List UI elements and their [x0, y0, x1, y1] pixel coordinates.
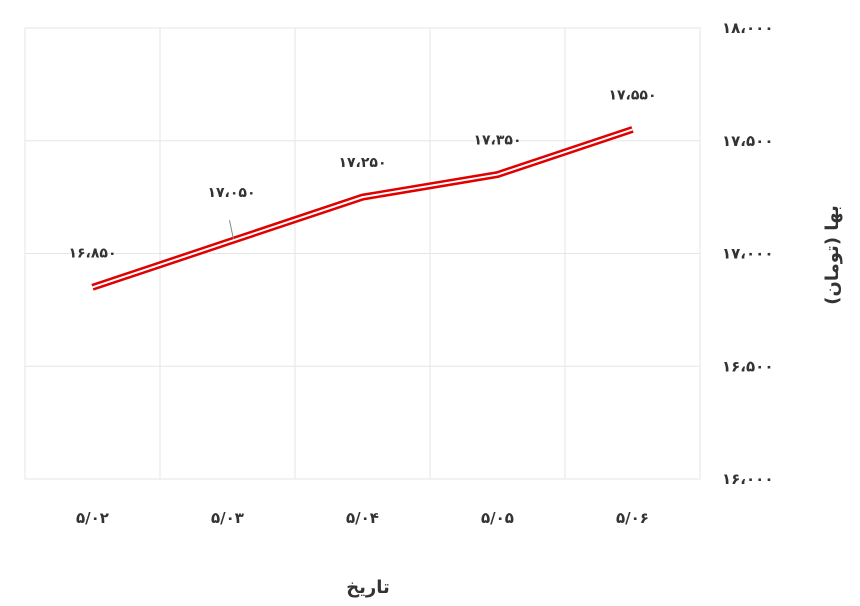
- series-layer: [91, 126, 634, 291]
- data-label: ۱۷،۲۵۰: [338, 155, 386, 171]
- y-tick-label: ۱۶،۰۰۰: [722, 470, 773, 488]
- data-labels: ۱۶،۸۵۰ ۱۷،۰۵۰ ۱۷،۲۵۰ ۱۷،۳۵۰ ۱۷،۵۵۰: [68, 87, 656, 261]
- series-line-highlight: [92, 128, 633, 289]
- y-tick-label: ۱۷،۵۰۰: [722, 132, 773, 150]
- x-tick-label: ۵/۰۶: [616, 509, 649, 527]
- x-tick-label: ۵/۰۳: [211, 509, 244, 527]
- data-label-leader: [229, 220, 234, 240]
- x-tick-label: ۵/۰۵: [481, 509, 514, 527]
- y-tick-label: ۱۸،۰۰۰: [722, 19, 773, 37]
- data-label: ۱۷،۵۵۰: [608, 87, 656, 103]
- y-tick-label: ۱۶،۵۰۰: [722, 357, 773, 375]
- y-tick-label: ۱۷،۰۰۰: [722, 245, 773, 263]
- x-tick-label: ۵/۰۲: [76, 509, 109, 527]
- x-axis-title: تاریخ: [346, 577, 390, 598]
- data-label: ۱۷،۰۵۰: [207, 185, 255, 201]
- x-tick-label: ۵/۰۴: [346, 509, 379, 527]
- data-label: ۱۷،۳۵۰: [473, 133, 521, 149]
- data-label: ۱۶،۸۵۰: [68, 245, 116, 261]
- y-axis-title: بها (تومان): [822, 205, 843, 304]
- grid: [24, 27, 701, 480]
- x-axis-ticks: ۵/۰۲ ۵/۰۳ ۵/۰۴ ۵/۰۵ ۵/۰۶: [76, 509, 649, 527]
- series-line: [91, 126, 634, 291]
- y-axis-ticks: ۱۶،۰۰۰ ۱۶،۵۰۰ ۱۷،۰۰۰ ۱۷،۵۰۰ ۱۸،۰۰۰: [722, 19, 773, 488]
